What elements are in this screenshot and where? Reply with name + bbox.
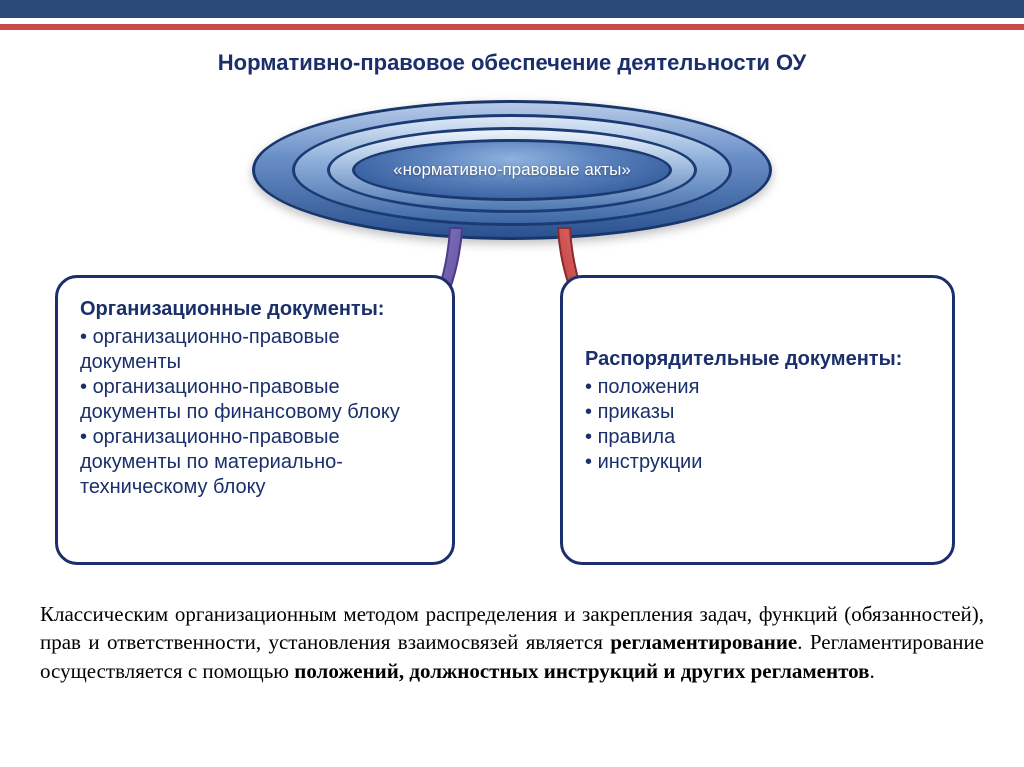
top-bar [0, 0, 1024, 22]
left-item-0: организационно-правовые документы [80, 326, 340, 373]
body-post: . [869, 659, 874, 683]
list-item: • положения [585, 375, 930, 400]
left-item-2: организационно-правовые документы по мат… [80, 426, 343, 498]
disc-stack: «нормативно-правовые акты» [252, 95, 772, 245]
left-item-1: организационно-правовые документы по фин… [80, 376, 400, 423]
right-box-title: Распорядительные документы: [585, 348, 930, 371]
right-item-1: приказы [598, 401, 675, 423]
list-item: • правила [585, 425, 930, 450]
list-item: • инструкции [585, 450, 930, 475]
right-box: Распорядительные документы: • положения … [560, 275, 955, 565]
body-bold2: положений, должностных инструкций и друг… [294, 659, 869, 683]
disc-ring-inner: «нормативно-правовые акты» [352, 139, 672, 201]
list-item: • организационно-правовые документы по м… [80, 425, 430, 500]
right-item-3: инструкции [598, 451, 703, 473]
list-item: • приказы [585, 400, 930, 425]
body-paragraph: Классическим организационным методом рас… [40, 600, 984, 685]
body-bold1: регламентирование [610, 630, 797, 654]
list-item: • организационно-правовые документы по ф… [80, 375, 430, 425]
list-item: • организационно-правовые документы [80, 325, 430, 375]
right-item-2: правила [598, 426, 676, 448]
accent-bar [0, 24, 1024, 30]
right-item-0: положения [598, 376, 700, 398]
left-box-title: Организационные документы: [80, 298, 430, 321]
left-box: Организационные документы: • организацио… [55, 275, 455, 565]
page-title: Нормативно-правовое обеспечение деятельн… [0, 50, 1024, 76]
disc-label: «нормативно-правовые акты» [393, 160, 631, 180]
